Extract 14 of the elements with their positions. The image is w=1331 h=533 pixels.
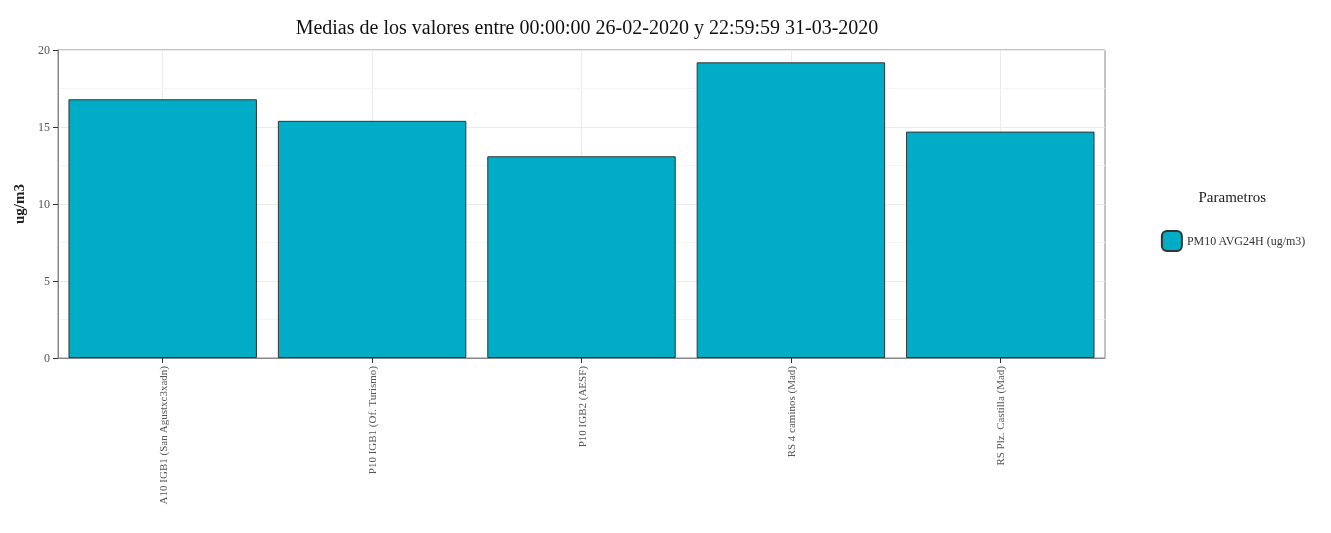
x-tick-label: RS 4 caminos (Mad) (784, 365, 798, 458)
y-tick-label: 0 (44, 351, 50, 365)
x-tick-label: A10 IGB1 (San Agustxc3xadn) (156, 365, 170, 505)
chart-title: Medias de los valores entre 00:00:00 26-02-2020 y 22:59:59 31-03-2020 (295, 16, 879, 39)
y-axis-title: ug/m3 (10, 183, 27, 225)
legend-label: PM10 AVG24H (ug/m3) (1186, 234, 1306, 248)
y-tick-label: 10 (38, 197, 50, 211)
legend-title: Parametros (1198, 188, 1267, 205)
x-tick-label: P10 IGB1 (Of. Turismo) (366, 365, 380, 475)
x-tick-label: P10 IGB2 (AESF) (575, 365, 589, 448)
x-tick-label: RS Plz. Castilla (Mad) (994, 365, 1008, 466)
y-tick-label: 15 (38, 120, 50, 134)
y-tick-label: 5 (44, 274, 50, 288)
y-tick-label: 20 (38, 43, 50, 57)
